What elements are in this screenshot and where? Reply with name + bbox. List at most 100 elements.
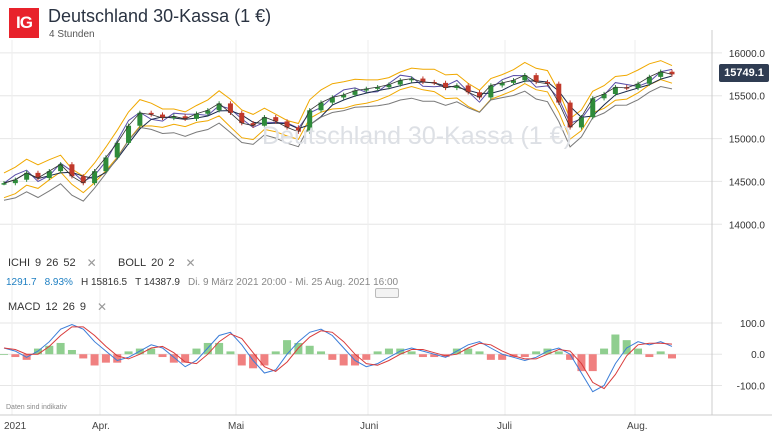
price-candle	[397, 80, 403, 85]
close-icon[interactable]: ✕	[185, 256, 196, 270]
ichimoku-param: 9	[35, 257, 42, 269]
macd-hist-bar	[634, 348, 643, 355]
price-tick-label: 14500.0	[729, 177, 766, 188]
price-candle	[544, 82, 550, 84]
price-candle	[92, 171, 98, 184]
close-icon[interactable]: ✕	[97, 300, 108, 314]
price-candle	[420, 78, 426, 82]
price-candle	[114, 142, 120, 158]
macd-hist-bar	[305, 345, 314, 355]
x-tick-label: 2021	[4, 421, 27, 432]
macd-hist-bar	[101, 354, 110, 363]
price-candle	[477, 92, 483, 98]
price-tick-label: 15000.0	[729, 135, 766, 146]
macd-hist-bar	[486, 354, 495, 360]
macd-param: 12	[45, 301, 58, 313]
macd-tick-label: 0.0	[751, 350, 765, 361]
timeframe-label[interactable]: 4 Stunden	[49, 29, 95, 40]
macd-hist-bar	[611, 334, 620, 355]
price-candle	[193, 113, 199, 119]
macd-tick-label: -100.0	[737, 381, 766, 392]
macd-hist-bar	[11, 354, 20, 358]
disclaimer-note: Daten sind indikativ	[6, 404, 67, 411]
close-icon[interactable]: ✕	[86, 256, 97, 270]
price-candle	[273, 117, 279, 122]
macd-hist-bar	[113, 354, 122, 363]
low-value: T 14387.9	[135, 277, 180, 288]
price-candle	[80, 176, 86, 184]
macd-hist-bar	[577, 354, 586, 372]
macd-hist-bar	[215, 342, 224, 355]
price-candle	[284, 121, 290, 128]
price-candle	[69, 164, 75, 177]
macd-hist-bar	[56, 342, 65, 355]
price-stats: 1291.7 8.93% H 15816.5 T 14387.9 Di. 9 M…	[6, 277, 398, 288]
macd-hist-bar	[532, 351, 541, 355]
macd-hist-bar	[192, 348, 201, 355]
price-candle	[454, 85, 460, 88]
price-candle	[24, 172, 30, 180]
price-candle	[363, 88, 369, 91]
x-tick-label: Aug.	[627, 421, 648, 432]
macd-hist-bar	[158, 354, 167, 358]
price-candle	[510, 80, 516, 83]
macd-hist-bar	[328, 354, 337, 360]
price-candle	[488, 85, 494, 98]
price-tick-label: 15500.0	[729, 92, 766, 103]
price-tick-label: 16000.0	[729, 49, 766, 60]
macd-hist-bar	[588, 354, 597, 372]
macd-hist-bar	[317, 351, 326, 355]
macd-param: 26	[62, 301, 75, 313]
macd-hist-bar	[339, 354, 348, 366]
price-candle	[635, 83, 641, 88]
price-candle	[658, 71, 664, 77]
macd-signal-line	[3, 326, 673, 390]
panel-resize-handle[interactable]	[375, 288, 399, 298]
price-candle	[465, 85, 471, 93]
high-value: H 15816.5	[80, 277, 128, 288]
price-series	[1, 69, 675, 186]
macd-hist-bar	[498, 354, 507, 360]
price-candle	[590, 98, 596, 118]
ichimoku-indicator[interactable]: ICHI 9 26 52 ✕	[8, 256, 97, 270]
price-candle	[205, 110, 211, 114]
price-candle	[386, 84, 392, 88]
macd-hist-bar	[622, 340, 631, 355]
ichimoku-cloud-line	[3, 85, 673, 202]
macd-hist-bar	[464, 348, 473, 355]
macd-hist-bar	[237, 354, 246, 366]
price-candle	[295, 127, 301, 132]
price-candle	[567, 102, 573, 128]
price-candle	[329, 97, 335, 103]
bollinger-label: BOLL	[118, 257, 147, 269]
price-tick-label: 14000.0	[729, 220, 766, 231]
macd-hist-bar	[260, 354, 269, 366]
price-candle	[137, 112, 143, 126]
price-candle	[46, 171, 52, 178]
price-candle	[1, 183, 7, 185]
macd-hist-bar	[566, 354, 575, 360]
price-candle	[352, 90, 358, 95]
macd-hist-bar	[373, 351, 382, 355]
x-tick-label: Apr.	[92, 421, 110, 432]
watermark-text: Deutschland 30-Kassa (1 €)	[262, 122, 572, 150]
macd-histogram	[0, 323, 676, 393]
macd-hist-bar	[520, 354, 529, 358]
macd-hist-bar	[249, 354, 258, 369]
price-candle	[646, 76, 652, 84]
price-candle	[182, 116, 188, 119]
macd-label: MACD	[8, 301, 41, 313]
price-candle	[216, 103, 222, 111]
price-candle	[250, 123, 256, 126]
macd-hist-bar	[600, 348, 609, 355]
price-candle	[103, 157, 109, 172]
macd-hist-bar	[147, 348, 156, 355]
macd-hist-bar	[0, 354, 8, 356]
x-tick-label: Mai	[228, 421, 244, 432]
macd-indicator[interactable]: MACD 12 26 9 ✕	[8, 300, 107, 314]
macd-hist-bar	[271, 351, 280, 355]
bollinger-indicator[interactable]: BOLL 20 2 ✕	[118, 256, 196, 270]
price-candle	[669, 71, 675, 75]
price-candle	[601, 94, 607, 99]
